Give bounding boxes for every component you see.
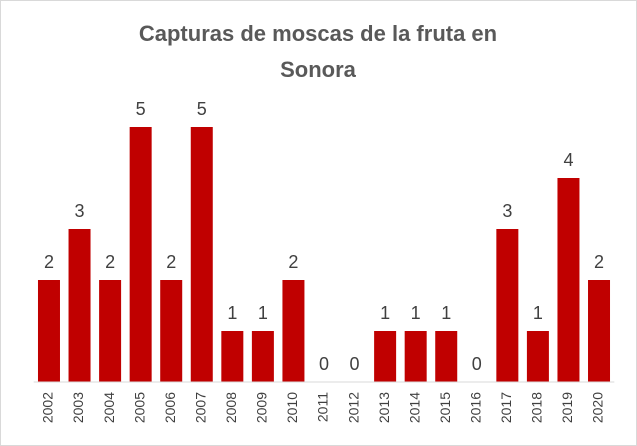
x-tick-label: 2018 xyxy=(529,392,545,423)
data-label: 3 xyxy=(502,201,512,221)
data-label: 1 xyxy=(411,303,421,323)
data-label: 5 xyxy=(197,99,207,119)
data-label: 2 xyxy=(594,252,604,272)
bar xyxy=(68,229,91,382)
bar xyxy=(251,331,274,382)
data-label: 1 xyxy=(380,303,390,323)
x-tick-label: 2008 xyxy=(223,392,239,423)
x-tick-label: 2015 xyxy=(437,392,453,423)
x-tick-label: 2014 xyxy=(406,392,422,423)
bar xyxy=(221,331,244,382)
bar xyxy=(526,331,549,382)
bar xyxy=(37,280,60,382)
data-label: 2 xyxy=(44,252,54,272)
x-tick-label: 2020 xyxy=(590,392,606,423)
x-tick-label: 2010 xyxy=(284,392,300,423)
x-tick-label: 2012 xyxy=(345,392,361,423)
data-label: 1 xyxy=(441,303,451,323)
x-tick-label: 2009 xyxy=(254,392,270,423)
data-label: 0 xyxy=(319,354,329,374)
data-label: 2 xyxy=(166,252,176,272)
x-tick-label: 2011 xyxy=(315,392,331,422)
x-tick-label: 2004 xyxy=(101,392,117,423)
data-label: 0 xyxy=(350,354,360,374)
data-label: 1 xyxy=(258,303,268,323)
x-tick-label: 2006 xyxy=(162,392,178,423)
x-tick-label: 2003 xyxy=(70,392,86,423)
bar xyxy=(129,127,152,382)
x-tick-label: 2005 xyxy=(131,392,147,423)
x-tick-label: 2002 xyxy=(40,392,56,423)
x-tick-label: 2016 xyxy=(467,392,483,423)
bar xyxy=(282,280,305,382)
data-label: 0 xyxy=(472,354,482,374)
x-tick-label: 2019 xyxy=(559,392,575,423)
data-label: 4 xyxy=(563,150,573,170)
x-tick-label: 2017 xyxy=(498,392,514,423)
data-label: 1 xyxy=(227,303,237,323)
x-tick-label: 2007 xyxy=(192,392,208,423)
bar xyxy=(588,280,611,382)
bar xyxy=(496,229,519,382)
data-label: 2 xyxy=(105,252,115,272)
data-label: 3 xyxy=(75,201,85,221)
bar xyxy=(435,331,458,382)
data-label: 2 xyxy=(288,252,298,272)
bar xyxy=(99,280,122,382)
bar xyxy=(404,331,427,382)
bar xyxy=(374,331,397,382)
bar xyxy=(557,178,580,382)
x-tick-label: 2013 xyxy=(376,392,392,423)
chart-title: Capturas de moscas de la fruta en Sonora xyxy=(138,21,498,82)
data-label: 1 xyxy=(533,303,543,323)
bar xyxy=(190,127,213,382)
data-label: 5 xyxy=(136,99,146,119)
bar xyxy=(160,280,183,382)
